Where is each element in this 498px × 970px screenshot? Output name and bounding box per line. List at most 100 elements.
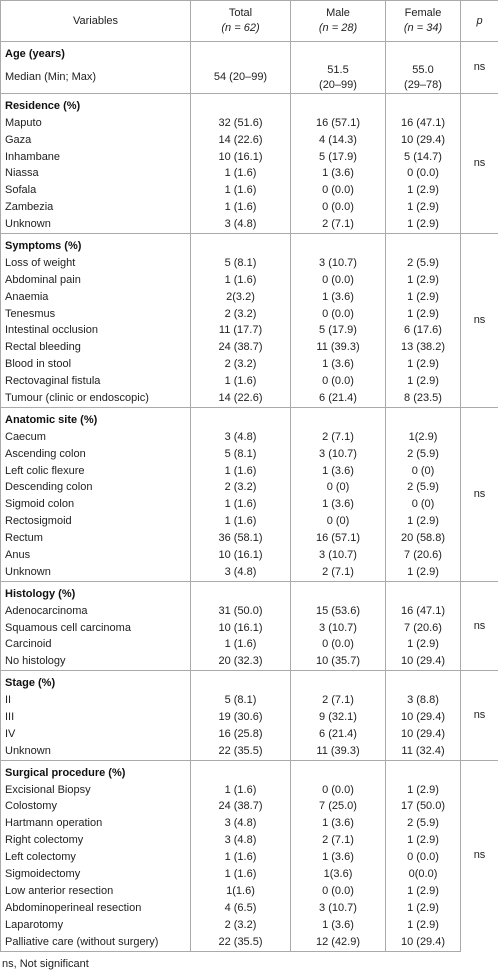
section-row: Histology (%)ns [1, 581, 498, 602]
cell: 1 (2.9) [386, 832, 461, 849]
cell: 1 (3.6) [291, 463, 386, 480]
cell: 0 (0.0) [291, 637, 386, 654]
cell-line: (29–78) [404, 79, 442, 91]
row-label: Hartmann operation [1, 815, 191, 832]
row-label: Anus [1, 547, 191, 564]
cell: 1 (2.9) [386, 564, 461, 581]
cell [291, 581, 386, 602]
cell [386, 671, 461, 692]
cell: 36 (58.1) [191, 530, 291, 547]
cell: 1 (3.6) [291, 496, 386, 513]
cell: 2 (3.2) [191, 917, 291, 934]
cell: 1 (2.9) [386, 356, 461, 373]
row-label: Intestinal occlusion [1, 322, 191, 339]
cell [291, 671, 386, 692]
cell: 17 (50.0) [386, 799, 461, 816]
cell: 3 (4.8) [191, 216, 291, 233]
cell: 5 (17.9) [291, 149, 386, 166]
row-label: Sofala [1, 182, 191, 199]
cell: 1 (2.9) [386, 289, 461, 306]
row-label: Loss of weight [1, 255, 191, 272]
row-label: Unknown [1, 743, 191, 760]
cell: 3 (4.8) [191, 815, 291, 832]
cell [386, 234, 461, 255]
header-cell: Female(n = 34) [386, 1, 461, 42]
row-label: Rectovaginal fistula [1, 373, 191, 390]
cell: 2 (5.9) [386, 479, 461, 496]
cell: 0 (0.0) [291, 199, 386, 216]
cell [191, 234, 291, 255]
section-title: Residence (%) [1, 93, 191, 114]
p-value: ns [461, 42, 498, 94]
cell: 1 (1.6) [191, 272, 291, 289]
header-cell: Total (n = 62) [191, 1, 291, 42]
section-title: Histology (%) [1, 581, 191, 602]
cell: 1 (3.6) [291, 289, 386, 306]
cell: 1 (2.9) [386, 917, 461, 934]
cell: 9 (32.1) [291, 709, 386, 726]
row-label: Rectal bleeding [1, 339, 191, 356]
p-value: ns [461, 93, 498, 233]
cell: 1(2.9) [386, 429, 461, 446]
cell [191, 581, 291, 602]
cell: 1 (3.6) [291, 165, 386, 182]
cell: 3 (4.8) [191, 564, 291, 581]
cell: 0 (0) [291, 479, 386, 496]
cell: 3 (4.8) [191, 429, 291, 446]
cell: 6 (21.4) [291, 726, 386, 743]
cell: 1 (1.6) [191, 165, 291, 182]
row-label: No histology [1, 653, 191, 670]
cell: 2 (7.1) [291, 564, 386, 581]
cell: 19 (30.6) [191, 709, 291, 726]
row-label: Abdominal pain [1, 272, 191, 289]
header-cell: Male(n = 28) [291, 1, 386, 42]
header-n: (n = 28) [319, 22, 357, 34]
header-n: (n = 62) [221, 22, 259, 34]
cell: 4 (6.5) [191, 900, 291, 917]
row-label: Abdominoperineal resection [1, 900, 191, 917]
cell: 2(3.2) [191, 289, 291, 306]
row-label: Palliative care (without surgery) [1, 934, 191, 951]
header-cell: Variables [1, 1, 191, 42]
cell: 2 (5.9) [386, 446, 461, 463]
cell: 13 (38.2) [386, 339, 461, 356]
cell: 2 (7.1) [291, 832, 386, 849]
cell: 10 (29.4) [386, 709, 461, 726]
header-text: Total [229, 7, 252, 19]
cell [386, 42, 461, 63]
row-label: Squamous cell carcinoma [1, 620, 191, 637]
cell [291, 42, 386, 63]
cell: 20 (32.3) [191, 653, 291, 670]
cell: 7 (20.6) [386, 547, 461, 564]
section-row: Anatomic site (%)ns [1, 407, 498, 428]
cell: 1 (2.9) [386, 306, 461, 323]
cell: 0 (0.0) [291, 182, 386, 199]
cell [291, 760, 386, 781]
cell: 1 (2.9) [386, 782, 461, 799]
row-label: Sigmoid colon [1, 496, 191, 513]
cell: 0 (0.0) [291, 782, 386, 799]
cell: 11 (39.3) [291, 743, 386, 760]
cell: 1 (1.6) [191, 496, 291, 513]
cell: 4 (14.3) [291, 132, 386, 149]
cell-line: (20–99) [319, 79, 357, 91]
cell: 1 (2.9) [386, 883, 461, 900]
cell: 3 (4.8) [191, 832, 291, 849]
cell: 24 (38.7) [191, 339, 291, 356]
cell [191, 760, 291, 781]
cell: 14 (22.6) [191, 390, 291, 407]
